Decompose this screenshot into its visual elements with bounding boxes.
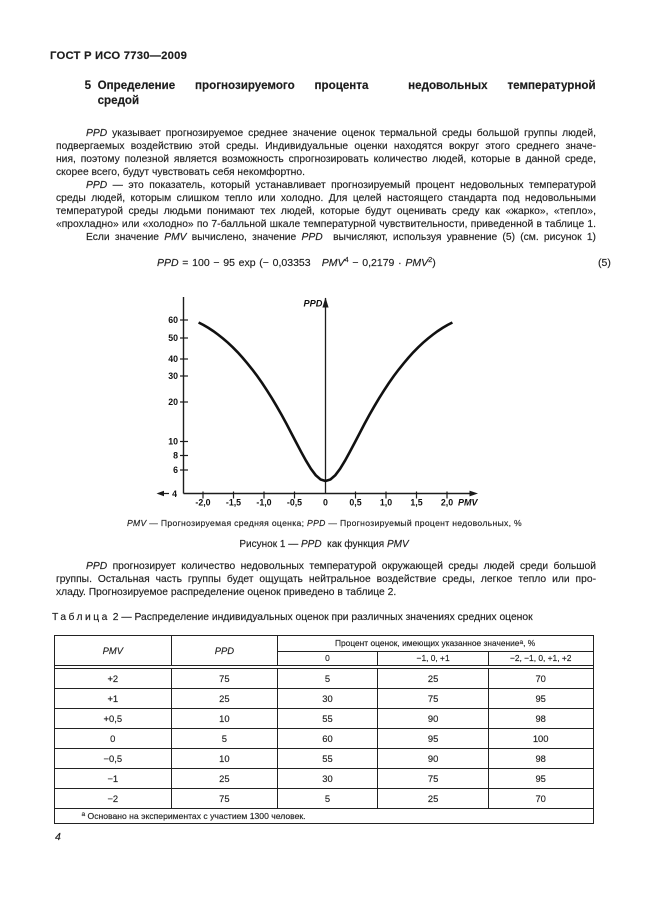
svg-text:40: 40 bbox=[168, 354, 178, 364]
svg-text:-0,5: -0,5 bbox=[287, 498, 302, 508]
svg-text:0: 0 bbox=[323, 498, 328, 508]
svg-text:-1,5: -1,5 bbox=[226, 498, 241, 508]
svg-text:6: 6 bbox=[173, 465, 178, 475]
svg-text:1,0: 1,0 bbox=[380, 498, 392, 508]
svg-text:30: 30 bbox=[168, 371, 178, 381]
svg-text:-2,0: -2,0 bbox=[195, 498, 210, 508]
svg-text:PMV: PMV bbox=[458, 498, 479, 508]
svg-text:8: 8 bbox=[173, 451, 178, 461]
svg-text:0,5: 0,5 bbox=[349, 498, 361, 508]
svg-text:-1,0: -1,0 bbox=[256, 498, 271, 508]
svg-text:20: 20 bbox=[168, 397, 178, 407]
svg-text:2,0: 2,0 bbox=[441, 498, 453, 508]
svg-text:60: 60 bbox=[168, 315, 178, 325]
svg-text:PPD: PPD bbox=[304, 299, 323, 309]
svg-text:50: 50 bbox=[168, 333, 178, 343]
svg-text:1,5: 1,5 bbox=[410, 498, 422, 508]
svg-text:4: 4 bbox=[172, 489, 177, 499]
svg-text:10: 10 bbox=[168, 437, 178, 447]
